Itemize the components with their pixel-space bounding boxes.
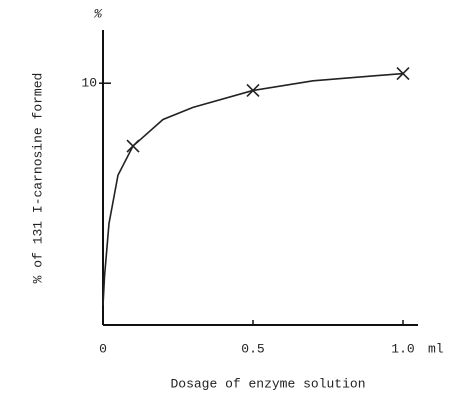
data-point [396, 66, 410, 81]
y-tick-label: 10 [81, 76, 97, 91]
x-unit: ml [428, 341, 444, 356]
data-point [126, 139, 140, 153]
x-tick-label: 1.0 [391, 341, 414, 356]
x-tick-label: 0 [99, 341, 107, 356]
data-line [102, 72, 404, 306]
data-point [246, 83, 260, 98]
x-tick-label: 0.5 [241, 341, 264, 356]
y-unit: % [93, 6, 103, 21]
x-axis-label: Dosage of enzyme solution [170, 376, 365, 391]
y-axis-label: % of 131 I-carnosine formed [30, 73, 45, 284]
